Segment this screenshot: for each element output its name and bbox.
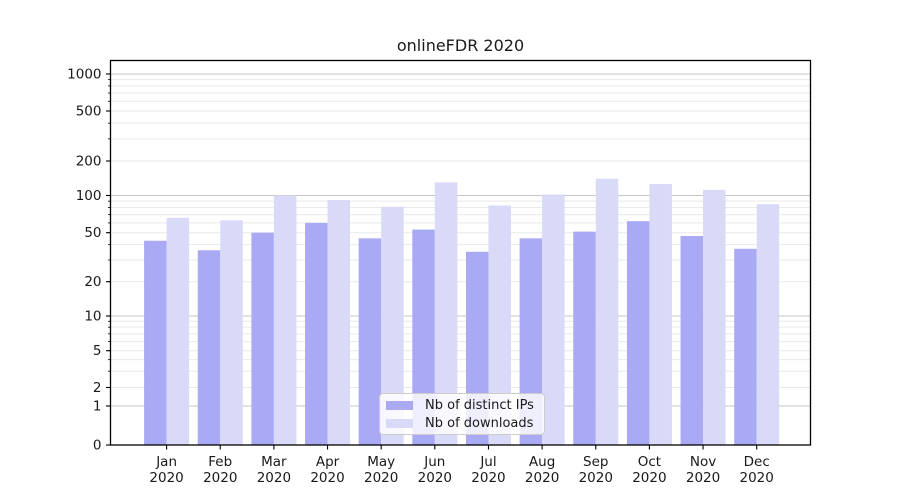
x-tick-label-year: 2020	[149, 470, 183, 486]
x-tick-label-month: May	[367, 454, 395, 470]
bar-downloads-mar	[273, 195, 297, 445]
bar-distinct-ips-nov	[680, 236, 704, 445]
bar-distinct-ips-jan	[144, 240, 167, 445]
x-tick-label-year: 2020	[471, 470, 505, 486]
bar-distinct-ips-oct	[626, 221, 650, 445]
y-tick-label: 50	[84, 225, 101, 241]
x-tick-label-year: 2020	[579, 470, 613, 486]
bar-downloads-jun	[434, 182, 458, 445]
bar-downloads-apr	[327, 199, 351, 445]
bar-downloads-feb	[220, 220, 243, 445]
bar-downloads-jan	[166, 217, 190, 445]
bar-downloads-dec	[756, 204, 780, 445]
y-tick-label: 500	[76, 104, 102, 120]
x-tick-label-year: 2020	[632, 470, 666, 486]
x-tick-label-month: Nov	[690, 454, 716, 470]
bar-distinct-ips-dec	[734, 248, 757, 445]
legend-label-distinct-ips: Nb of distinct IPs	[425, 397, 534, 413]
y-tick-label: 10	[84, 309, 101, 325]
y-tick-label: 1000	[67, 67, 101, 83]
x-tick-label-month: Sep	[583, 454, 608, 470]
x-tick-label-year: 2020	[310, 470, 344, 486]
bar-distinct-ips-apr	[305, 222, 328, 445]
x-tick-label-year: 2020	[203, 470, 237, 486]
y-tick-label: 1	[93, 399, 102, 415]
x-tick-label-year: 2020	[257, 470, 291, 486]
bar-distinct-ips-sep	[573, 231, 596, 445]
x-tick-label-month: Jul	[479, 454, 496, 470]
x-tick-label-year: 2020	[740, 470, 774, 486]
legend: Nb of distinct IPs Nb of downloads	[379, 393, 545, 435]
y-tick-label: 20	[84, 274, 101, 290]
x-tick-label-year: 2020	[364, 470, 398, 486]
x-tick-label-month: Jun	[423, 454, 445, 470]
y-tick-label: 0	[93, 438, 102, 454]
bar-distinct-ips-feb	[197, 250, 221, 445]
bar-downloads-sep	[595, 178, 619, 445]
y-tick-label: 100	[76, 188, 102, 204]
bar-distinct-ips-may	[358, 238, 382, 445]
x-tick-label-month: Oct	[638, 454, 661, 470]
x-tick-label-month: Dec	[744, 454, 770, 470]
x-tick-label-month: Aug	[529, 454, 555, 470]
y-tick-label: 2	[93, 380, 102, 396]
bar-downloads-may	[381, 206, 404, 445]
y-tick-label: 5	[93, 343, 102, 359]
legend-swatch-distinct-ips	[386, 400, 413, 410]
bar-distinct-ips-jun	[412, 229, 435, 445]
bar-distinct-ips-mar	[251, 232, 274, 445]
x-tick-label-month: Jan	[155, 454, 177, 470]
x-tick-label-year: 2020	[686, 470, 720, 486]
legend-label-downloads: Nb of downloads	[425, 415, 534, 431]
bar-downloads-oct	[649, 183, 672, 445]
bar-downloads-jul	[488, 205, 511, 445]
legend-row-downloads: Nb of downloads	[386, 416, 536, 431]
x-tick-label-year: 2020	[418, 470, 452, 486]
y-tick-label: 200	[76, 154, 102, 170]
bar-downloads-nov	[703, 189, 726, 445]
chart-title: onlineFDR 2020	[396, 36, 525, 55]
bar-downloads-aug	[542, 194, 565, 445]
x-tick-label-month: Feb	[208, 454, 232, 470]
x-tick-label-year: 2020	[525, 470, 559, 486]
x-tick-label-month: Mar	[261, 454, 287, 470]
x-tick-label-month: Apr	[316, 454, 340, 470]
legend-row-distinct-ips: Nb of distinct IPs	[386, 398, 536, 413]
legend-swatch-downloads	[386, 418, 413, 428]
plot-border	[109, 59, 812, 446]
